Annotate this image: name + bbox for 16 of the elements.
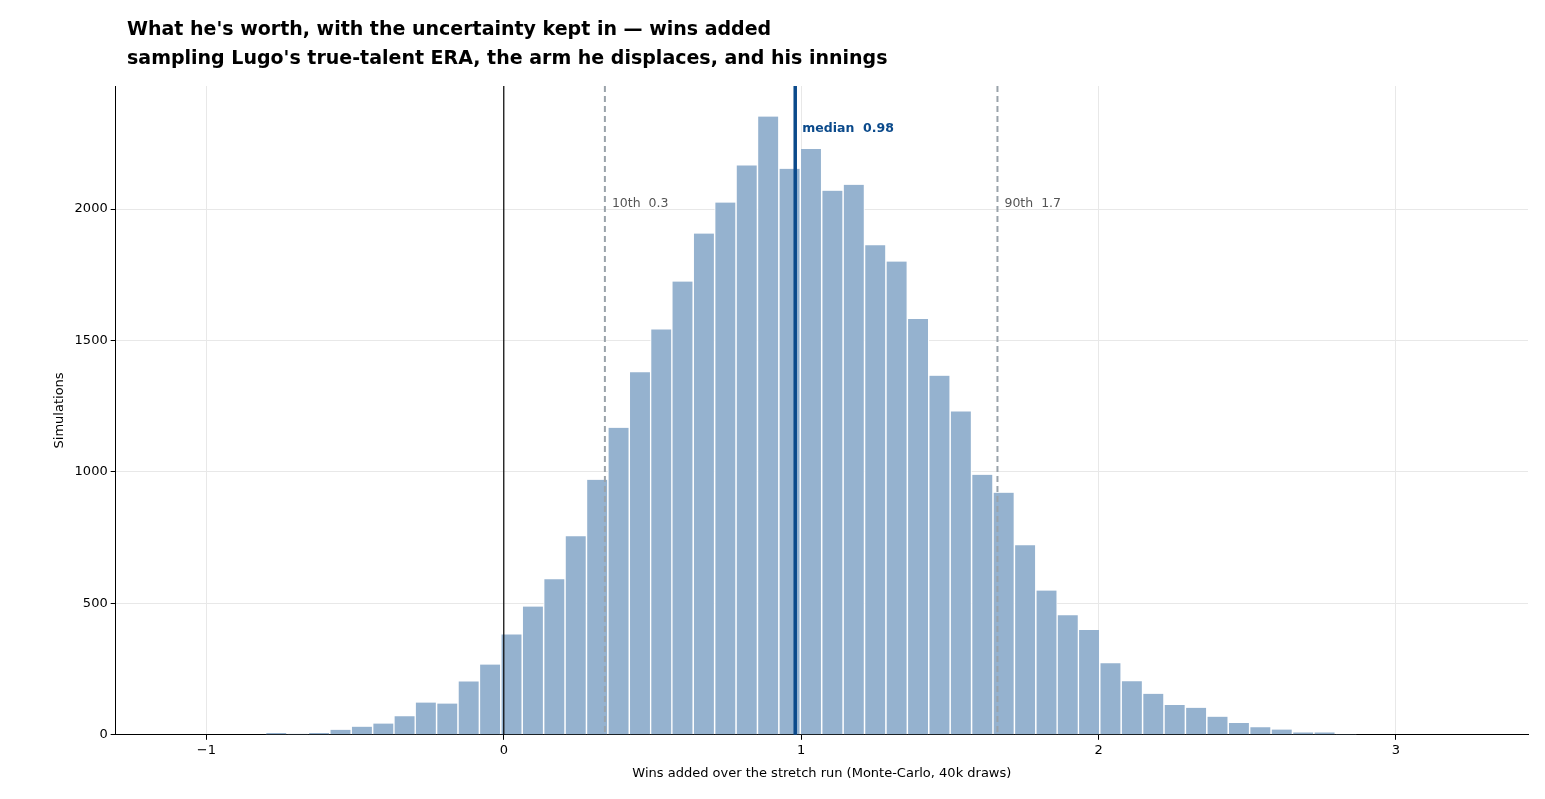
y-tick-label: 1500 — [74, 331, 108, 347]
ref-line-label: 90th 1.7 — [1004, 195, 1062, 211]
ref-line-label: 10th 0.3 — [611, 195, 669, 211]
x-tick-label: −1 — [196, 741, 216, 757]
y-axis-title: Simulations — [51, 372, 67, 449]
x-tick-label: 3 — [1391, 741, 1401, 757]
y-tick-label: 0 — [99, 726, 108, 742]
y-tick-label: 2000 — [74, 200, 108, 216]
x-tick-label: 2 — [1094, 741, 1103, 757]
y-tick-label: 500 — [82, 594, 108, 610]
y-tick-label: 1000 — [74, 463, 108, 479]
x-tick-label: 0 — [499, 741, 508, 757]
ref-line-label: median 0.98 — [802, 120, 894, 136]
chart-title: What he's worth, with the uncertainty kept in — wins added sampling Lugo's true-talent ERA, the arm he displaces, and his innings — [127, 16, 888, 70]
x-tick-label: 1 — [797, 741, 806, 757]
x-axis-title: Wins added over the stretch run (Monte-Carlo, 40k draws) — [632, 764, 1012, 780]
